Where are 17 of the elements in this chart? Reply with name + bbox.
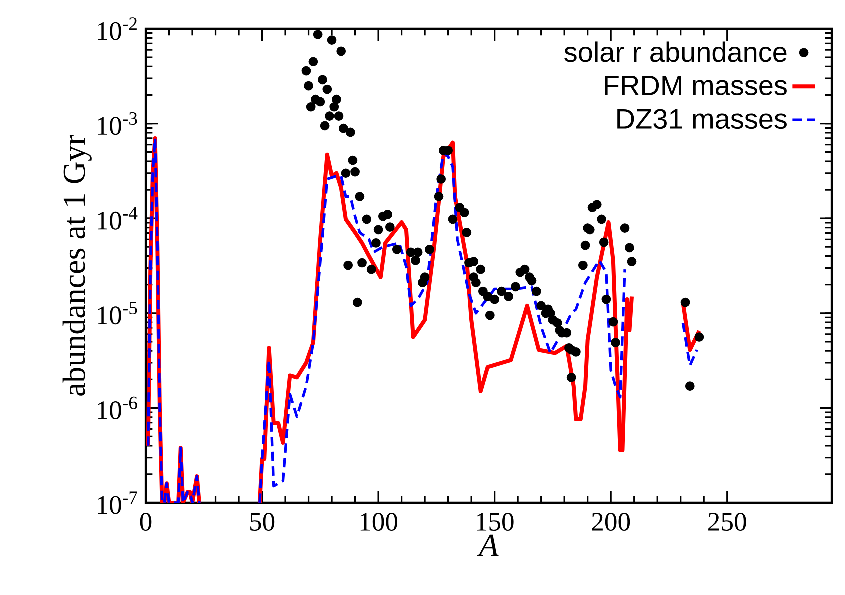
y-tick-label: 10$^{-5}$: [98, 302, 138, 325]
y-axis-title: abundances at 1 Gyr: [62, 135, 92, 396]
x-tick-label: 200: [592, 513, 630, 532]
x-axis-title: A: [477, 534, 499, 556]
y-tick-label: 10$^{-3}$: [98, 112, 138, 136]
x-tick-label: 0: [140, 513, 152, 532]
y-tick-label: 10$^{-2}$: [98, 18, 137, 40]
y-tick-label: 10$^{-7}$: [98, 492, 138, 514]
x-tick-label: 50: [250, 513, 275, 532]
x-tick-label: 150: [477, 513, 514, 532]
legend-label: DZ31 masses: [618, 109, 787, 130]
x-tick-label: 100: [360, 513, 398, 532]
legend-label: solar r abundance: [564, 42, 787, 62]
x-tick-label: 250: [708, 513, 746, 532]
y-tick-label: 10$^{-6}$: [98, 396, 138, 420]
y-tick-label: 10$^{-4}$: [98, 207, 138, 230]
legend-label: FRDM masses: [605, 76, 787, 96]
